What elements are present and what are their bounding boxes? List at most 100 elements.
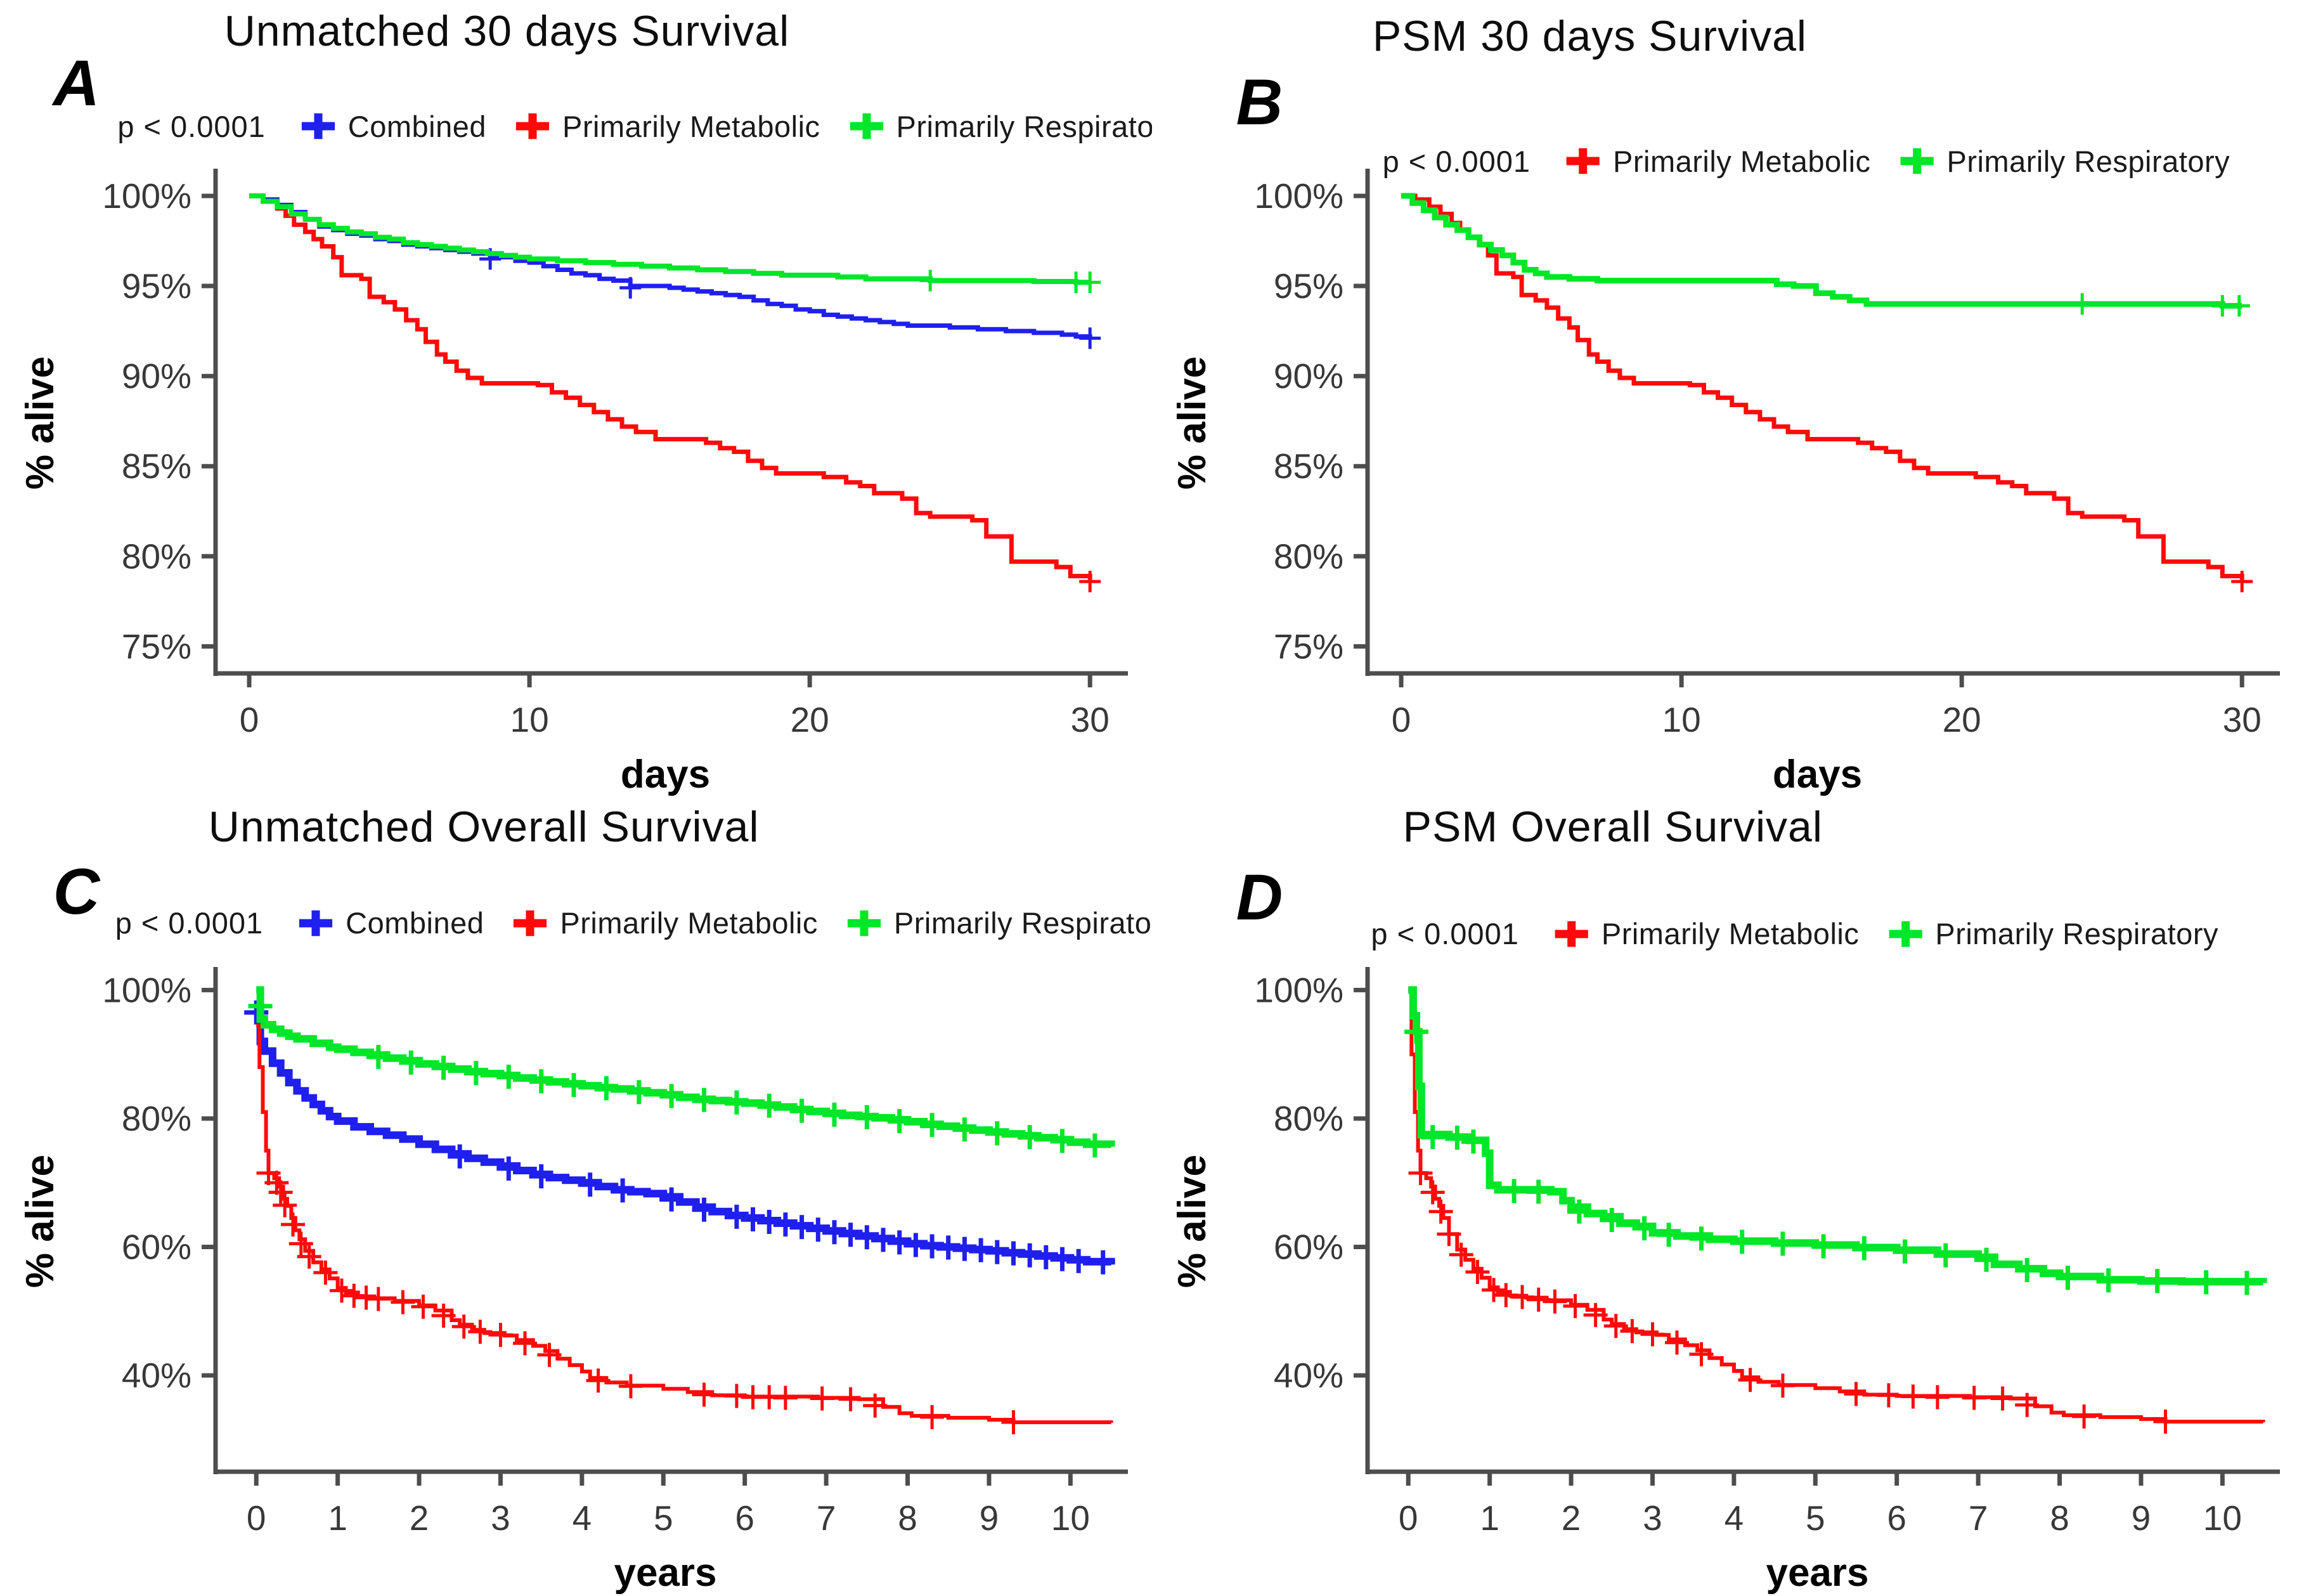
panel-letter: D (1236, 860, 1283, 933)
censor-mark (1461, 1129, 1485, 1153)
censor-mark (2194, 1269, 2218, 1294)
plus-censor-icon (1889, 921, 1922, 947)
svg-text:6: 6 (1887, 1498, 1906, 1538)
svg-text:20: 20 (791, 700, 829, 739)
legend-item-combined: Combined (297, 905, 484, 942)
km-curve-primarily-respiratory (256, 985, 1115, 1148)
censor-mark (1925, 1385, 1950, 1409)
censor-mark (1632, 1216, 1657, 1240)
legend: p < 0.0001 Primarily Metabolic Primarily R… (1383, 143, 2258, 179)
svg-text:9: 9 (980, 1498, 999, 1538)
censor-mark (513, 1330, 537, 1355)
censor-mark (330, 1278, 354, 1302)
censor-mark (273, 1193, 297, 1217)
svg-text:100%: 100% (1254, 176, 1343, 216)
censor-mark (399, 1050, 424, 1075)
censor-mark (1933, 1243, 1958, 1268)
censor-mark (496, 1064, 521, 1089)
svg-text:2: 2 (410, 1498, 429, 1538)
censor-mark (1620, 1318, 1645, 1343)
legend-label: Primarily Respiratory (1946, 144, 2230, 178)
svg-text:1: 1 (328, 1498, 347, 1538)
censor-mark (1494, 1283, 1518, 1307)
legend: p < 0.0001 Combined Primarily Metabolic Pri… (115, 905, 1205, 942)
km-curve-primarily-respiratory (1401, 193, 2243, 309)
censor-mark (692, 1382, 716, 1406)
km-curve-primarily-metabolic (1401, 193, 2244, 580)
svg-text:days: days (621, 753, 710, 796)
svg-text:40%: 40% (122, 1356, 191, 1395)
svg-text:100%: 100% (1254, 970, 1343, 1009)
plus-censor-icon (1566, 148, 1600, 174)
km-curve-combined (256, 1008, 1115, 1266)
svg-text:90%: 90% (1274, 356, 1343, 396)
svg-text:2: 2 (1562, 1498, 1581, 1538)
plus-censor-icon (515, 113, 550, 139)
p-value: p < 0.0001 (1371, 917, 1519, 950)
censor-mark (1420, 1179, 1445, 1204)
plus-censor-icon (301, 113, 335, 139)
panel-letter: B (1236, 66, 1283, 138)
svg-text:0: 0 (1392, 700, 1411, 739)
legend-label: Primarily Metabolic (1601, 917, 1860, 950)
censor-mark (2072, 1404, 2097, 1429)
legend: p < 0.0001 Combined Primarily Metabolic Pri… (117, 108, 1207, 145)
panel-psm-overall: PSM Overall Survival D p < 0.0001 Primari… (1152, 798, 2304, 1596)
censor-mark (1876, 1383, 1901, 1407)
censor-mark (288, 1231, 313, 1255)
censor-mark (1526, 1179, 1551, 1203)
censor-mark (1567, 1199, 1591, 1224)
svg-text:years: years (1766, 1551, 1868, 1595)
svg-text:% alive: % alive (18, 356, 62, 490)
svg-text:1: 1 (1480, 1498, 1499, 1538)
censor-mark (2228, 295, 2250, 317)
censor-mark (2096, 1268, 2121, 1292)
svg-text:95%: 95% (1274, 266, 1343, 306)
svg-text:9: 9 (2132, 1498, 2151, 1538)
censor-mark (537, 1342, 562, 1367)
censor-mark (1640, 1321, 1665, 1346)
censor-mark (431, 1055, 456, 1080)
legend-item-primarily-respiratory: Primarily Respiratory (848, 108, 1180, 145)
plus-censor-icon (847, 910, 881, 936)
censor-mark (1563, 1294, 1588, 1318)
censor-mark (2071, 293, 2094, 315)
panel-letter: C (53, 855, 100, 928)
censor-mark (1510, 1285, 1534, 1309)
censor-mark (468, 1319, 493, 1344)
svg-text:0: 0 (1399, 1498, 1418, 1538)
censor-mark (855, 1105, 879, 1129)
censor-mark (1974, 1247, 1998, 1272)
censor-mark (1689, 1226, 1714, 1250)
survival-plot: 40% 60% 80% 100% 0 1 2 3 4 5 6 7 8 9 10 years % alive (1170, 966, 2280, 1595)
censor-mark (1543, 1289, 1567, 1314)
svg-text:6: 6 (735, 1498, 754, 1538)
legend-item-primarily-respiratory: Primarily Respiratory (1899, 143, 2230, 179)
censor-mark (529, 1068, 553, 1093)
legend-label: Primarily Respiratory (1935, 917, 2218, 950)
censor-mark (611, 1178, 635, 1202)
svg-text:10: 10 (1662, 700, 1701, 739)
censor-mark (268, 1179, 293, 1204)
plus-censor-icon (1900, 148, 1934, 174)
censor-mark (773, 1385, 798, 1410)
svg-text:10: 10 (510, 700, 549, 739)
svg-text:0: 0 (247, 1498, 266, 1538)
km-curve-primarily-metabolic (256, 1023, 1113, 1424)
svg-text:days: days (1773, 753, 1862, 796)
svg-text:7: 7 (1969, 1498, 1988, 1538)
censor-mark (810, 1386, 834, 1410)
censor-mark (488, 1322, 513, 1347)
censor-mark (2015, 1257, 2040, 1282)
svg-text:4: 4 (1725, 1498, 1744, 1538)
svg-text:3: 3 (1643, 1498, 1662, 1538)
svg-text:20: 20 (1943, 700, 1981, 739)
legend-label: Combined (347, 109, 487, 143)
legend-item-primarily-metabolic: Primarily Metabolic (514, 108, 820, 145)
censor-mark (920, 1405, 945, 1429)
censor-mark (1962, 1385, 1986, 1410)
censor-mark (692, 1197, 716, 1222)
censor-mark (724, 1204, 749, 1229)
censor-mark (2055, 1265, 2080, 1290)
censor-mark (757, 1209, 782, 1234)
